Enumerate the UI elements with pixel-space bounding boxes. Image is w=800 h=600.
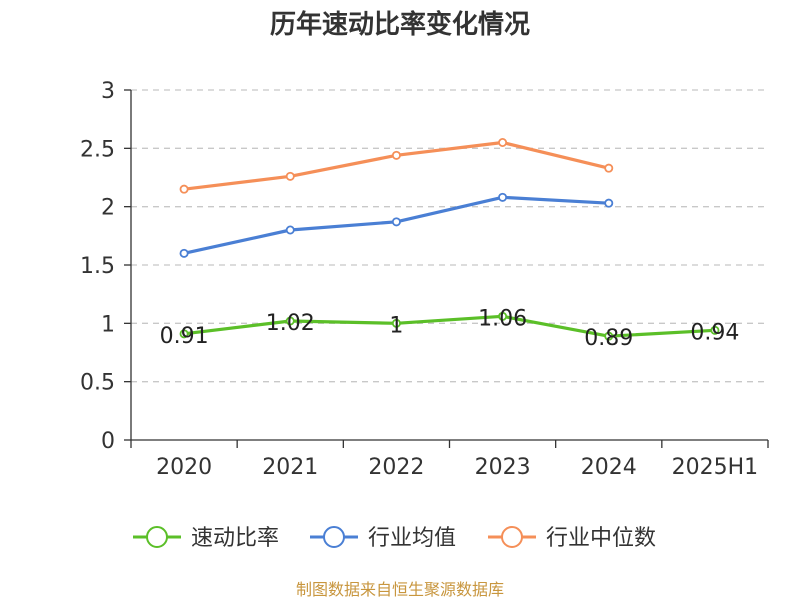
y-tick-label: 3 <box>101 79 115 104</box>
data-point[interactable] <box>285 225 295 235</box>
data-point[interactable] <box>604 198 614 208</box>
legend-item[interactable]: 行业中位数 <box>488 526 656 551</box>
axes: 0 0.5 1 1.5 2 2.5 3 2020 2021 2022 2023 2024 2025H1 <box>80 79 769 480</box>
data-label: 1.02 <box>266 311 315 336</box>
data-point[interactable] <box>498 311 508 321</box>
data-label: 1.06 <box>478 306 527 331</box>
x-tick-label: 2022 <box>368 455 424 480</box>
legend-item[interactable]: 行业均值 <box>310 526 456 551</box>
data-point[interactable] <box>391 318 401 328</box>
data-point[interactable] <box>391 150 401 160</box>
legend-label: 行业中位数 <box>546 526 656 551</box>
series-line <box>183 314 716 338</box>
data-point[interactable] <box>285 171 295 181</box>
data-point[interactable] <box>498 192 508 202</box>
data-point[interactable] <box>391 217 401 227</box>
data-labels: 0.91 1.02 1 1.06 0.89 0.94 <box>160 306 740 351</box>
data-point[interactable] <box>604 163 614 173</box>
y-tick-label: 1 <box>101 312 115 337</box>
x-tick-label: 2025H1 <box>672 455 759 480</box>
legend-label: 行业均值 <box>368 526 456 551</box>
series-2 <box>179 192 614 258</box>
chart-title: 历年速动比率变化情况 <box>270 9 530 40</box>
series-layer <box>179 137 720 341</box>
legend-label: 速动比率 <box>191 526 279 551</box>
data-point[interactable] <box>604 331 614 341</box>
x-tick-label: 2021 <box>262 455 318 480</box>
data-label: 0.94 <box>690 320 739 345</box>
data-point[interactable] <box>179 329 189 339</box>
x-tick-label: 2023 <box>475 455 531 480</box>
source-note: 制图数据来自恒生聚源数据库 <box>296 580 504 599</box>
data-label: 0.89 <box>584 326 633 351</box>
data-point[interactable] <box>710 325 720 335</box>
x-tick-label: 2020 <box>156 455 212 480</box>
data-point[interactable] <box>285 316 295 326</box>
y-tick-label: 2 <box>101 196 115 221</box>
legend[interactable]: 速动比率 行业均值 行业中位数 <box>133 526 656 551</box>
y-tick-label: 2.5 <box>80 137 115 162</box>
series-line <box>183 140 610 191</box>
y-tick-label: 0 <box>101 429 115 454</box>
data-point[interactable] <box>179 248 189 258</box>
data-label: 0.91 <box>160 324 209 349</box>
y-tick-label: 1.5 <box>80 254 115 279</box>
series-3 <box>179 137 614 194</box>
data-label: 1 <box>389 313 403 338</box>
legend-marker-icon <box>146 526 168 548</box>
x-tick-label: 2024 <box>581 455 637 480</box>
legend-marker-icon <box>323 526 345 548</box>
series-1 <box>179 311 720 341</box>
data-point[interactable] <box>179 184 189 194</box>
legend-item[interactable]: 速动比率 <box>133 526 279 551</box>
grid <box>131 89 768 383</box>
legend-marker-icon <box>501 526 523 548</box>
data-point[interactable] <box>498 137 508 147</box>
y-tick-label: 0.5 <box>80 371 115 396</box>
